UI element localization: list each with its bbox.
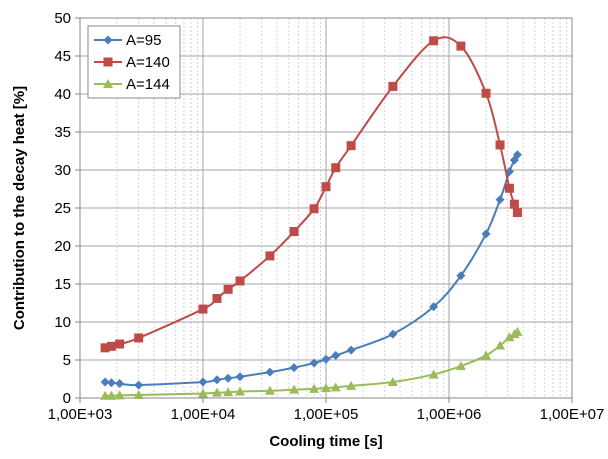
data-point [235,372,245,382]
data-point [456,41,466,51]
data-point [428,369,439,379]
data-point [388,329,398,339]
data-point [346,141,356,151]
data-point [330,382,341,392]
data-point [481,88,491,98]
data-point [265,251,275,261]
data-point [455,361,466,371]
data-point [106,378,116,388]
data-point [309,383,320,393]
series-a-140 [100,36,522,353]
x-tick-label: 1,00E+04 [171,406,236,423]
data-point [388,81,398,91]
data-point [429,36,439,46]
x-axis-title: Cooling time [s] [269,433,382,450]
data-point [106,341,116,351]
data-point [223,387,234,397]
legend-marker [103,35,113,45]
x-tick-label: 1,00E+07 [540,406,605,423]
data-point [512,208,522,218]
series-line [105,331,519,397]
y-tick-label: 15 [54,276,71,293]
legend-marker [103,57,113,67]
data-point [495,340,506,350]
series-line [104,36,519,349]
x-tick-label: 1,00E+05 [294,406,359,423]
data-point [346,345,356,355]
y-tick-label: 20 [54,238,71,255]
data-point [512,326,523,336]
data-point [512,150,522,160]
data-point [235,276,245,286]
data-point [481,229,491,239]
data-point [212,387,223,397]
data-point [331,163,341,173]
data-point [495,140,505,150]
grid [79,17,573,399]
data-point [100,377,110,387]
data-point [212,293,222,303]
y-tick-label: 50 [54,10,71,27]
y-tick-label: 35 [54,124,71,141]
data-point [289,363,299,373]
x-tick-label: 1,00E+06 [417,406,482,423]
data-point [198,377,208,387]
y-tick-label: 30 [54,162,71,179]
data-point [495,195,505,205]
data-point [212,375,222,385]
data-point [289,227,299,237]
y-tick-label: 45 [54,48,71,65]
data-point [321,354,331,364]
data-point [100,343,110,353]
series-a-144 [100,326,523,400]
data-point [264,385,275,395]
legend-label: A=140 [126,54,170,71]
data-point [100,390,111,400]
data-point [429,302,439,312]
data-point [346,380,357,390]
x-tick-label: 1,00E+03 [48,406,113,423]
legend-label: A=144 [126,76,170,93]
data-point [481,350,492,360]
series-layer [100,36,523,400]
tick-labels: 1,00E+03 1,00E+04 1,00E+05 1,00E+06 1,00E+07… [48,10,605,423]
data-point [133,389,144,399]
data-point [115,339,125,349]
y-tick-label: 5 [63,352,71,369]
series-line [104,154,519,387]
data-point [198,304,208,314]
data-point [114,390,125,400]
data-point [309,358,319,368]
series-a-95 [100,150,522,390]
legend-label: A=95 [126,32,161,49]
data-point [223,284,233,294]
y-tick-label: 25 [54,200,71,217]
y-tick-label: 0 [63,390,71,407]
data-point [198,388,208,398]
data-point [115,379,125,389]
y-axis-title: Contribution to the decay heat [%] [11,86,28,330]
data-point [309,204,319,214]
data-point [235,386,246,396]
data-point [504,332,515,342]
y-tick-label: 10 [54,314,71,331]
data-point [331,350,341,360]
data-point [289,384,300,394]
data-point [265,367,275,377]
data-point [321,182,331,192]
data-point [106,390,117,400]
data-point [134,333,144,343]
data-point [321,383,331,393]
y-tick-label: 40 [54,86,71,103]
data-point [387,377,398,387]
data-point [509,199,519,209]
legend: A=95 A=140 A=144 [87,25,181,99]
data-point [504,183,514,193]
data-point [456,271,466,281]
legend-marker [103,79,113,88]
data-point [223,373,233,383]
data-point [134,380,144,390]
